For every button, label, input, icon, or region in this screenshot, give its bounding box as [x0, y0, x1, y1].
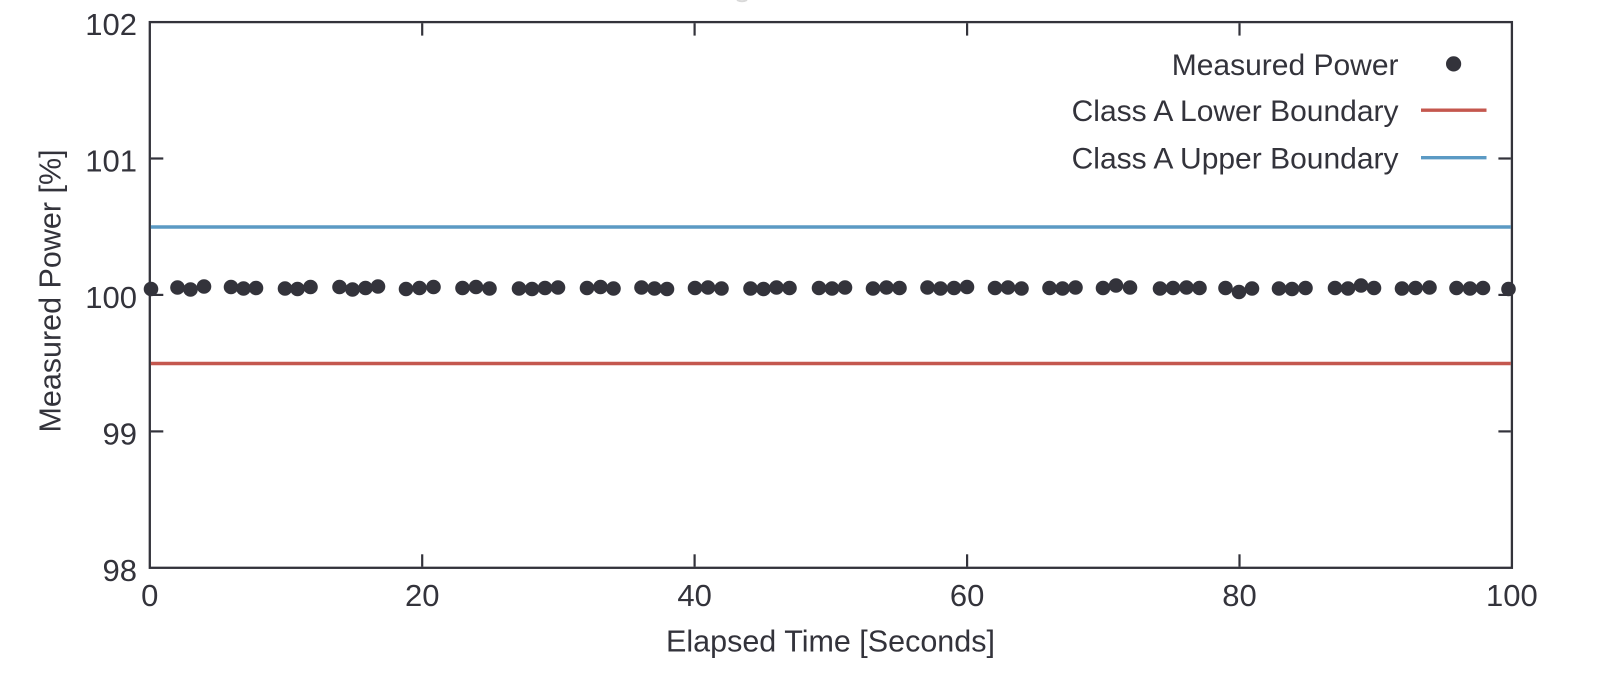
svg-text:100: 100	[85, 280, 137, 315]
svg-text:80: 80	[1222, 578, 1256, 613]
svg-text:Elapsed Time [Seconds]: Elapsed Time [Seconds]	[666, 625, 995, 659]
svg-text:Measured Power [%]: Measured Power [%]	[34, 149, 68, 432]
svg-text:Class A Upper Boundary: Class A Upper Boundary	[1072, 143, 1399, 176]
svg-text:Measured Power: Measured Power	[1172, 49, 1399, 82]
svg-text:40: 40	[677, 578, 711, 613]
svg-text:100: 100	[1486, 578, 1538, 613]
svg-text:20: 20	[405, 578, 439, 613]
svg-text:99: 99	[103, 416, 137, 451]
svg-text:101: 101	[85, 144, 137, 179]
svg-text:0: 0	[141, 578, 158, 613]
svg-text:102: 102	[85, 7, 137, 42]
svg-text:60: 60	[950, 578, 984, 613]
svg-text:98: 98	[103, 553, 137, 588]
svg-text:Class A Lower Boundary: Class A Lower Boundary	[1072, 95, 1399, 128]
